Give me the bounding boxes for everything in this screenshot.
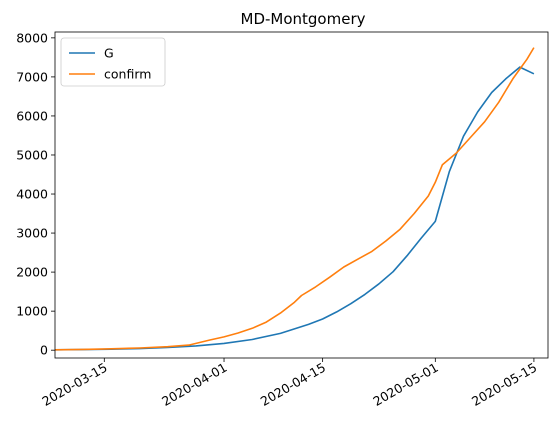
x-tick-label: 2020-04-01 — [159, 360, 229, 409]
series-line-confirm — [54, 47, 535, 351]
plot-frame — [54, 31, 549, 359]
y-tick-label: 3000 — [16, 226, 48, 241]
x-tick-label: 2020-05-15 — [469, 360, 539, 409]
x-tick-label: 2020-03-15 — [39, 360, 109, 409]
chart-title: MD-Montgomery — [241, 10, 366, 28]
x-tick-label: 2020-05-01 — [370, 360, 440, 409]
x-axis: 2020-03-15 2020-04-01 2020-04-15 2020-05-01… — [39, 358, 539, 409]
y-tick-label: 2000 — [16, 265, 48, 280]
y-tick-label: 0 — [40, 343, 48, 358]
y-tick-label: 6000 — [16, 108, 48, 123]
y-tick-label: 7000 — [16, 69, 48, 84]
y-tick-label: 5000 — [16, 147, 48, 162]
y-tick-label: 4000 — [16, 187, 48, 202]
y-tick-label: 8000 — [16, 30, 48, 45]
legend-label-G: G — [104, 46, 114, 61]
x-tick-label: 2020-04-15 — [258, 360, 328, 409]
y-tick-label: 1000 — [16, 304, 48, 319]
y-axis: 0 1000 2000 3000 4000 5000 6000 7000 8000 — [16, 30, 55, 358]
series-layer — [54, 47, 535, 351]
series-line-G — [54, 66, 535, 351]
legend-label-confirm: confirm — [104, 67, 151, 82]
